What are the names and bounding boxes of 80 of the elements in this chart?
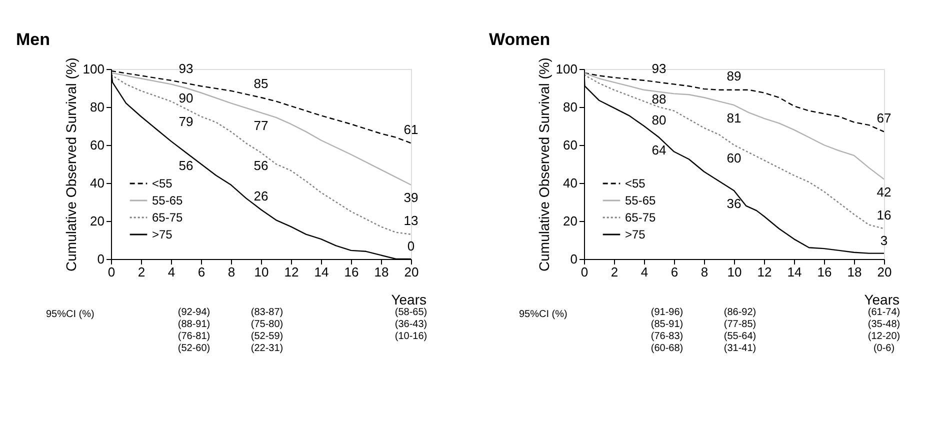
- x-tick-label: 12: [757, 264, 772, 280]
- y-axis-title: Cumulative Observed Survival (%): [536, 58, 552, 272]
- annotation: 88: [652, 91, 666, 106]
- x-tick-label: 6: [198, 264, 206, 280]
- annotation: 56: [178, 158, 194, 173]
- y-axis-title: Cumulative Observed Survival (%): [62, 58, 79, 272]
- text: (61-74) (35-48) (12-20) (0-6): [868, 307, 900, 354]
- legend-label: 55-65: [152, 194, 184, 208]
- annotation: 77: [254, 118, 268, 133]
- y-tick-label: 60: [90, 138, 104, 152]
- annotation: 93: [178, 61, 194, 76]
- x-tick-label: 8: [700, 264, 708, 280]
- y-tick-label: 40: [90, 176, 104, 190]
- text: (91-96) (85-91) (76-83) (60-68): [650, 307, 684, 354]
- x-tick-label: 18: [374, 264, 389, 280]
- legend-label: <55: [152, 176, 173, 190]
- annotation: 64: [652, 142, 666, 158]
- annotation: 0: [407, 238, 415, 254]
- x-tick-label: 0: [108, 264, 116, 280]
- annotation: 56: [254, 158, 268, 173]
- annotation: 16: [876, 207, 892, 222]
- y-tick-label: 0: [97, 252, 104, 266]
- x-tick-label: 20: [404, 264, 419, 280]
- x-tick-label: 12: [284, 264, 299, 280]
- y-tick-label: 100: [556, 62, 578, 76]
- x-tick-label: 6: [670, 264, 678, 280]
- annotation: 3: [880, 232, 888, 248]
- x-axis-title: Years: [391, 292, 426, 308]
- annotation: 80: [652, 112, 666, 128]
- y-tick-label: 20: [563, 214, 578, 228]
- legend-label: 55-65: [625, 194, 656, 208]
- x-tick-label: 18: [847, 264, 862, 280]
- y-tick-label: 20: [90, 214, 104, 228]
- x-tick-label: 20: [877, 264, 892, 280]
- annotation: 60: [726, 150, 742, 166]
- annotation: 81: [726, 110, 742, 126]
- annotation: 39: [404, 190, 418, 206]
- chart-title: Women: [489, 30, 550, 50]
- y-tick-label: 80: [563, 100, 578, 114]
- x-tick-label: 16: [817, 264, 832, 280]
- legend-label: >75: [625, 228, 646, 242]
- x-tick-label: 10: [254, 264, 269, 280]
- x-tick-label: 4: [168, 264, 176, 280]
- annotation: 79: [178, 114, 194, 130]
- legend-label: <55: [625, 176, 646, 190]
- x-tick-label: 16: [344, 264, 359, 280]
- annotation: 89: [726, 68, 742, 84]
- annotation: 26: [254, 188, 268, 204]
- annotation: 13: [404, 213, 418, 228]
- y-tick-label: 0: [570, 252, 578, 266]
- legend-label: 65-75: [152, 210, 184, 224]
- text: 95%CI (%): [519, 309, 568, 320]
- x-tick-label: 0: [580, 264, 588, 280]
- annotation: 93: [652, 61, 666, 76]
- x-axis-title: Years: [864, 292, 900, 308]
- annotation: 67: [876, 110, 892, 126]
- text: (83-87) (75-80) (52-59) (22-31): [250, 307, 284, 354]
- annotation: 90: [178, 90, 194, 106]
- chart-title: Men: [16, 30, 50, 50]
- annotation: 61: [404, 122, 418, 137]
- y-tick-label: 60: [563, 138, 578, 152]
- y-tick-label: 80: [90, 100, 104, 114]
- text: (86-92) (77-85) (55-64) (31-41): [724, 307, 756, 354]
- annotation: 42: [876, 184, 892, 200]
- y-tick-label: 40: [563, 176, 578, 190]
- x-tick-label: 14: [314, 264, 329, 280]
- text: 95%CI (%): [46, 309, 94, 320]
- text: (58-65) (36-43) (10-16): [394, 307, 428, 342]
- x-tick-label: 4: [640, 264, 648, 280]
- x-tick-label: 10: [727, 264, 742, 280]
- x-tick-label: 8: [228, 264, 236, 280]
- y-tick-label: 100: [82, 62, 104, 76]
- annotation: 85: [254, 76, 268, 92]
- x-tick-label: 14: [787, 264, 802, 280]
- legend-label: 65-75: [625, 210, 656, 224]
- text: (92-94) (88-91) (76-81) (52-60): [178, 307, 210, 354]
- legend-label: >75: [152, 228, 173, 242]
- x-tick-label: 2: [610, 264, 618, 280]
- x-tick-label: 2: [138, 264, 146, 280]
- annotation: 36: [726, 196, 742, 211]
